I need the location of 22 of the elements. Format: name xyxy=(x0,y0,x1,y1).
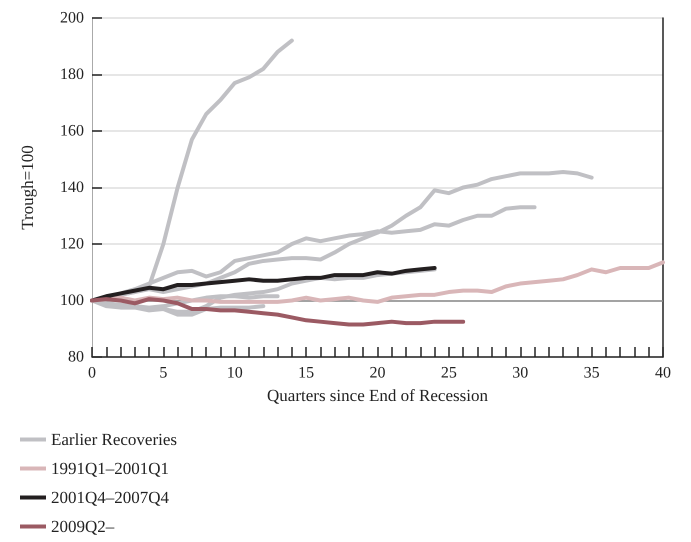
x-tick-label: 40 xyxy=(655,364,671,382)
x-tick-label: 20 xyxy=(370,364,386,382)
y-tick-label: 100 xyxy=(60,292,84,309)
x-tick-label: 0 xyxy=(88,364,96,382)
y-tick-label: 160 xyxy=(60,122,84,140)
legend-label: 2009Q2– xyxy=(51,517,115,536)
x-tick-label: 15 xyxy=(298,364,314,382)
y-axis-title: Trough=100 xyxy=(18,145,37,230)
x-tick-label: 25 xyxy=(440,364,457,382)
x-tick-label: 35 xyxy=(584,364,600,382)
y-tick-label: 200 xyxy=(60,10,84,26)
legend-label: 1991Q1–2001Q1 xyxy=(51,459,170,478)
x-tick-label: 5 xyxy=(159,364,168,382)
y-tick-label: 120 xyxy=(60,236,84,252)
y-tick-label: 180 xyxy=(60,66,84,83)
x-axis-title: Quarters since End of Recession xyxy=(267,386,488,405)
y-tick-label: 140 xyxy=(60,179,84,196)
x-tick-label: 10 xyxy=(226,364,243,382)
legend-label: Earlier Recoveries xyxy=(51,430,178,449)
legend-label: 2001Q4–2007Q4 xyxy=(51,488,170,507)
y-tick-label: 80 xyxy=(68,348,84,366)
x-tick-label: 30 xyxy=(512,364,528,382)
